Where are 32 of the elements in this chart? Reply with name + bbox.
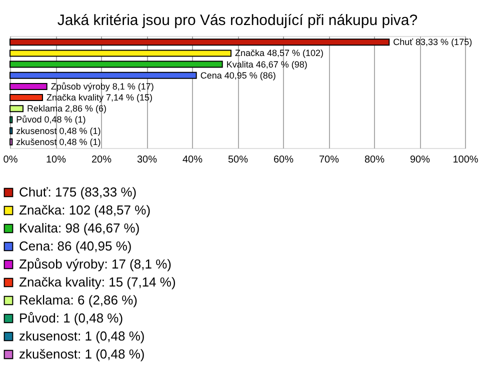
data-label: Původ 0,48 % (1) <box>16 114 86 125</box>
x-tick-label: 90% <box>410 154 430 166</box>
data-label: Reklama 2,86 % (6) <box>27 104 107 114</box>
data-label: Způsob výroby 8,1 % (17) <box>50 81 154 92</box>
legend-label: Cena: 86 (40,95 %) <box>19 238 132 254</box>
legend-label: Chuť: 175 (83,33 %) <box>19 184 137 200</box>
legend-label: zkušenost: 1 (0,48 %) <box>19 346 145 362</box>
legend-label: Značka kvality: 15 (7,14 %) <box>19 274 176 290</box>
data-label: Kvalita 46,67 % (98) <box>226 59 308 70</box>
legend-label: Kvalita: 98 (46,67 %) <box>19 220 140 236</box>
x-tick-label: 100% <box>452 154 478 166</box>
x-tick-label: 40% <box>182 154 203 166</box>
x-tick-label: 20% <box>91 154 112 166</box>
data-label: zkusenost 0,48 % (1) <box>16 126 101 136</box>
chart-title: Jaká kritéria jsou pro Vás rozhodující při nákupu piva? <box>57 12 418 29</box>
legend-label: Původ: 1 (0,48 %) <box>19 310 124 326</box>
data-label: Značka kvality 7,14 % (15) <box>46 92 153 103</box>
legend-label: zkusenost: 1 (0,48 %) <box>19 328 145 344</box>
legend-label: Značka: 102 (48,57 %) <box>19 202 151 218</box>
x-tick-label: 50% <box>228 154 248 166</box>
legend-label: Způsob výroby: 17 (8,1 %) <box>19 256 172 272</box>
data-label: Cena 40,95 % (86) <box>200 70 276 80</box>
data-label: zkušenost 0,48 % (1) <box>16 136 101 147</box>
x-tick-label: 10% <box>46 154 66 166</box>
x-tick-label: 70% <box>318 154 340 166</box>
data-label: Chuť 83,33 % (175) <box>393 37 472 48</box>
x-tick-label: 60% <box>273 154 294 166</box>
x-tick-label: 80% <box>364 154 385 166</box>
data-label: Značka 48,57 % (102) <box>234 48 324 58</box>
x-tick-label: 30% <box>136 154 158 166</box>
legend-label: Reklama: 6 (2,86 %) <box>19 292 138 308</box>
x-tick-label: 0% <box>3 154 18 166</box>
